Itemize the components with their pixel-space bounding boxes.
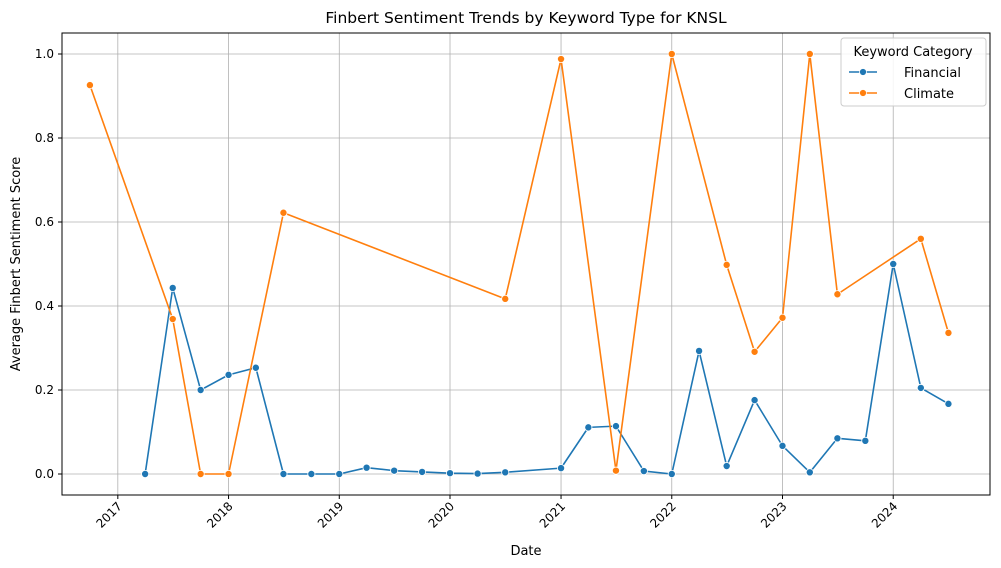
data-point-financial [750,396,759,405]
data-point-climate [667,50,676,59]
series-layer [85,50,953,478]
data-point-financial [224,370,233,379]
data-point-financial [196,385,205,394]
y-tick-label: 0.4 [35,299,54,313]
data-point-climate [833,290,842,299]
data-point-financial [307,469,316,478]
legend-title: Keyword Category [853,45,972,60]
legend-marker-climate [859,89,867,97]
x-axis-label: Date [510,544,541,559]
y-tick-label: 0.0 [35,467,54,481]
data-point-financial [889,259,898,268]
data-point-financial [335,469,344,478]
data-point-financial [362,463,371,472]
data-point-climate [611,466,620,475]
data-point-climate [722,260,731,269]
data-point-financial [833,434,842,443]
y-tick-label: 0.2 [35,383,54,397]
data-point-financial [695,346,704,355]
legend: Keyword Category Financial Climate [840,37,987,107]
data-point-financial [639,467,648,476]
data-point-climate [750,347,759,356]
data-point-financial [916,383,925,392]
data-point-financial [418,467,427,476]
series-financial [141,259,953,478]
data-point-financial [611,422,620,431]
data-point-climate [501,294,510,303]
legend-label-climate: Climate [904,87,954,102]
y-tick-label: 0.6 [35,215,54,229]
data-point-financial [557,464,566,473]
legend-label-financial: Financial [904,66,961,81]
plot-area-frame [61,32,991,496]
data-point-financial [390,466,399,475]
data-point-climate [944,328,953,337]
y-tick-label: 1.0 [35,47,54,61]
legend-box [840,37,987,107]
data-point-financial [501,468,510,477]
series-line-climate [89,53,950,475]
data-point-climate [916,234,925,243]
data-point-financial [473,469,482,478]
data-point-climate [196,469,205,478]
data-point-financial [584,423,593,432]
chart-title: Finbert Sentiment Trends by Keyword Type… [325,9,727,27]
data-point-climate [224,469,233,478]
data-point-climate [168,315,177,324]
data-point-financial [279,469,288,478]
data-point-financial [944,399,953,408]
data-point-financial [251,363,260,372]
data-point-financial [168,283,177,292]
data-point-climate [778,313,787,322]
data-point-financial [805,468,814,477]
data-point-financial [861,436,870,445]
data-point-financial [446,469,455,478]
data-point-climate [85,81,94,90]
series-climate [85,50,953,478]
data-point-climate [279,208,288,217]
data-point-financial [141,469,150,478]
data-point-financial [778,441,787,450]
data-point-climate [557,55,566,64]
data-point-financial [722,462,731,471]
legend-marker-financial [859,68,867,76]
grid [62,33,990,495]
y-tick-label: 0.8 [35,131,54,145]
data-point-financial [667,469,676,478]
data-point-climate [805,50,814,59]
y-axis-label: Average Finbert Sentiment Score [9,157,24,371]
